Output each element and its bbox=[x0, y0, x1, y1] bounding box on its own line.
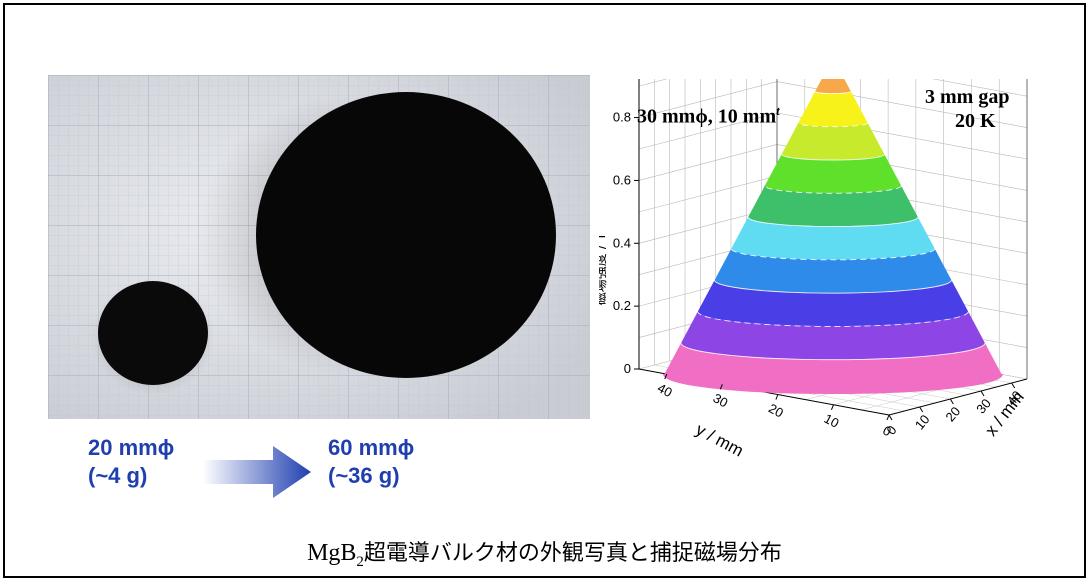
grid-line bbox=[638, 144, 778, 181]
y-tick bbox=[830, 404, 834, 410]
sample-thickness-sup: t bbox=[776, 103, 780, 118]
x-tick bbox=[888, 414, 893, 421]
temperature-label: 20 K bbox=[955, 110, 996, 132]
contour-band bbox=[681, 311, 985, 360]
y-tick-label: 10 bbox=[822, 411, 842, 431]
grid-line bbox=[638, 112, 778, 150]
x-tick bbox=[980, 390, 985, 397]
contour-band bbox=[815, 64, 851, 94]
y-tick bbox=[664, 373, 668, 380]
grid-line bbox=[638, 81, 778, 118]
large-sample-diameter: 60 mmϕ bbox=[328, 435, 415, 460]
grid-line bbox=[638, 49, 778, 87]
caption-text: 超電導バルク材の外観写真と捕捉磁場分布 bbox=[363, 541, 782, 566]
contour-band bbox=[798, 91, 868, 127]
sample-size-labels: 20 mmϕ (~4 g) 60 mmϕ (~36 g) bbox=[48, 430, 590, 510]
sample-dimension-label: 30 mmϕ, 10 mmt bbox=[637, 99, 780, 129]
axis-line bbox=[888, 378, 1028, 416]
y-tick bbox=[719, 384, 723, 390]
trapped-field-plot: 00.20.40.60.81.0010203040010203040 磁場強度 … bbox=[593, 2, 1069, 489]
small-sample-disk bbox=[98, 281, 208, 385]
y-tick bbox=[886, 414, 890, 421]
contour-band bbox=[748, 185, 918, 227]
x-tick bbox=[919, 406, 924, 413]
z-tick-label: 0.2 bbox=[613, 298, 631, 313]
sample-dimension-text: 30 mmϕ, 10 mm bbox=[637, 105, 777, 128]
sample-photo bbox=[48, 75, 590, 419]
large-sample-label: 60 mmϕ (~36 g) bbox=[328, 434, 414, 490]
y-tick-label: 30 bbox=[711, 390, 731, 410]
small-sample-diameter: 20 mmϕ bbox=[88, 435, 175, 460]
field-cone bbox=[663, 59, 1003, 395]
x-tick bbox=[949, 398, 954, 405]
y-tick bbox=[775, 394, 779, 400]
z-tick-label: 0.8 bbox=[613, 110, 631, 125]
x-tick-label: 10 bbox=[912, 412, 933, 433]
large-sample-mass: (~36 g) bbox=[328, 463, 400, 488]
contour-band bbox=[664, 342, 1002, 393]
figure-frame: 20 mmϕ (~4 g) 60 mmϕ (~36 g) 0 0.2 0.4 0.6 0… bbox=[3, 2, 1086, 578]
caption-subscript: 2 bbox=[356, 553, 364, 570]
contour-band bbox=[714, 248, 952, 293]
large-sample-disk bbox=[256, 92, 556, 378]
contour-band bbox=[781, 122, 885, 160]
contour-line bbox=[764, 177, 902, 194]
z-tick-label: 0.4 bbox=[613, 235, 631, 250]
y-tick-label: 20 bbox=[766, 401, 786, 421]
plot-canvas: 00.20.40.60.81.0010203040010203040 磁場強度 … bbox=[593, 2, 1028, 461]
small-sample-mass: (~4 g) bbox=[88, 463, 148, 488]
x-tick-label: 20 bbox=[942, 404, 963, 425]
caption-prefix: MgB bbox=[307, 540, 357, 566]
figure-caption: MgB2超電導バルク材の外観写真と捕捉磁場分布 bbox=[5, 535, 1084, 571]
contour-band bbox=[765, 154, 901, 193]
y-tick-label: 40 bbox=[655, 380, 675, 400]
contour-band bbox=[731, 216, 935, 260]
x-tick-label: 30 bbox=[973, 396, 994, 417]
y-axis-label: y / mm bbox=[693, 420, 747, 461]
cone-base bbox=[663, 373, 1003, 395]
z-axis-label: 磁場強度 / T bbox=[599, 233, 609, 306]
gap-label: 3 mm gap bbox=[925, 86, 1010, 108]
right-arrow-icon bbox=[203, 446, 311, 498]
z-tick-label: 0.6 bbox=[613, 172, 631, 187]
x-axis-label: x / mm bbox=[981, 388, 1027, 440]
x-tick bbox=[1011, 382, 1016, 389]
grid-line bbox=[638, 175, 778, 213]
small-sample-label: 20 mmϕ (~4 g) bbox=[88, 434, 174, 490]
z-tick-label: 0 bbox=[624, 361, 631, 376]
